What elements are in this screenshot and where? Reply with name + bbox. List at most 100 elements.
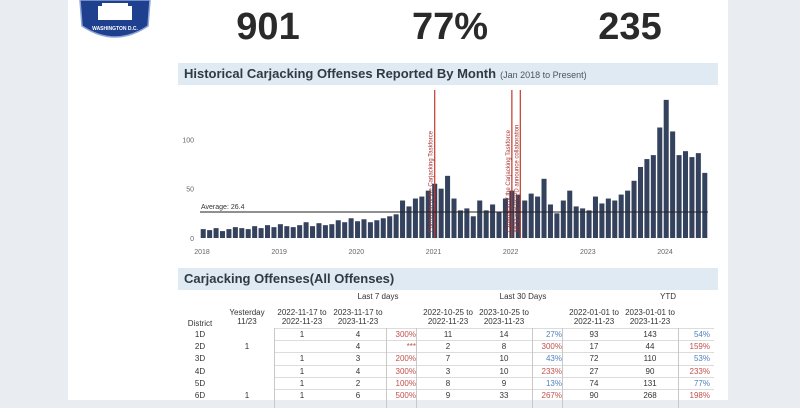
- cell-w2: ***: [406, 342, 416, 352]
- cell-w2: 300%: [395, 330, 416, 339]
- bar-month-20: [329, 224, 335, 238]
- bar-month-17: [310, 226, 316, 238]
- bar-month-15: [297, 225, 303, 238]
- bar-month-8: [252, 226, 258, 238]
- bar-month-78: [702, 172, 708, 238]
- bar-month-71: [657, 127, 663, 238]
- bar-month-61: [592, 196, 598, 238]
- bar-month-26: [367, 222, 373, 238]
- bar-month-41: [464, 208, 470, 238]
- chart-subtitle: (Jan 2018 to Present): [500, 70, 587, 80]
- bar-month-75: [682, 151, 689, 238]
- row-divider: [274, 389, 714, 390]
- x-tick-label: 2021: [426, 249, 442, 256]
- x-tick-label: 2022: [503, 249, 519, 256]
- cell-y1: 110: [643, 354, 657, 364]
- cell-m2: 27%: [545, 330, 562, 339]
- bar-month-68: [637, 166, 643, 238]
- cell-m2: 300%: [541, 342, 562, 352]
- cell-w0: [274, 341, 330, 352]
- cell-w1: 4: [355, 342, 361, 352]
- cell-district: 1D: [194, 330, 206, 339]
- cell-y2: 53%: [693, 354, 710, 364]
- bar-month-45: [490, 204, 496, 238]
- cell-w1: 4: [355, 366, 361, 376]
- bar-month-0: [200, 229, 206, 238]
- average-label: Average: 26.4: [201, 204, 245, 211]
- bar-month-14: [290, 227, 296, 238]
- cell-y0: 72: [589, 354, 599, 364]
- row-divider: [274, 364, 714, 366]
- x-tick-label: 2020: [349, 249, 365, 256]
- bar-month-23: [348, 218, 354, 238]
- x-tick-label: 2019: [271, 249, 287, 256]
- table-title-bar: Carjacking Offenses(All Offenses): [178, 268, 718, 290]
- cell-y0: 74: [589, 378, 599, 388]
- bar-month-56: [560, 200, 566, 238]
- annotation-label-0: Formation of the Carjacking Taskforce: [429, 130, 435, 232]
- cell-m1: 10: [499, 366, 509, 376]
- cell-y0: 93: [589, 330, 599, 339]
- cell-w2: 200%: [395, 354, 416, 364]
- bar-month-7: [245, 229, 251, 238]
- col-week-prev: 2022-11-17 to 2022-11-23: [277, 308, 327, 326]
- cell-y0: 90: [589, 391, 599, 400]
- bar-month-19: [322, 225, 328, 238]
- cell-y2: 233%: [689, 366, 710, 376]
- column-divider: [416, 328, 417, 408]
- cell-w0: 1: [299, 391, 305, 400]
- bar-month-34: [419, 196, 425, 238]
- cell-y0: 17: [589, 342, 599, 352]
- bar-month-42: [470, 216, 476, 238]
- bar-month-9: [258, 228, 264, 238]
- bar-month-53: [541, 178, 547, 238]
- bar-month-35: [425, 190, 431, 238]
- cell-district: 2D: [194, 342, 206, 352]
- cell-w1: 2: [355, 378, 361, 388]
- cell-y1: 131: [643, 378, 657, 388]
- cell-m1: 9: [501, 378, 507, 388]
- bar-month-55: [554, 213, 560, 238]
- cell-m2: 267%: [541, 391, 562, 400]
- cell-m2: 233%: [541, 366, 562, 376]
- group-ytd: YTD: [660, 292, 676, 301]
- chart-title: Historical Carjacking Offenses Reported …: [184, 66, 497, 81]
- bar-month-54: [547, 204, 553, 238]
- bar-month-3: [219, 231, 226, 238]
- row-divider: [274, 352, 714, 354]
- bar-month-11: [271, 227, 277, 238]
- badge-text: WASHINGTON D.C.: [92, 26, 138, 32]
- bar-month-33: [412, 198, 418, 238]
- cell-w0: 1: [299, 378, 305, 388]
- cell-w0: 1: [299, 330, 305, 339]
- kpi-value-3: 235: [598, 6, 662, 48]
- cell-y2: 54%: [693, 330, 710, 339]
- table-title: Carjacking Offenses(All Offenses): [184, 271, 395, 286]
- bar-month-38: [445, 175, 451, 238]
- bar-month-29: [387, 216, 393, 238]
- bar-month-58: [573, 206, 579, 238]
- cell-m1: 14: [499, 330, 509, 339]
- bar-month-4: [226, 229, 232, 238]
- cell-w1: 6: [355, 391, 361, 400]
- col-month-prev: 2022-10-25 to 2022-11-23: [423, 308, 473, 326]
- bar-month-22: [342, 222, 348, 238]
- cell-y1: 268: [643, 391, 657, 400]
- column-divider: [274, 328, 275, 408]
- bar-month-5: [232, 227, 238, 238]
- bar-month-39: [451, 198, 457, 238]
- bar-month-60: [586, 210, 592, 238]
- bar-month-12: [277, 224, 283, 238]
- bar-month-30: [393, 214, 399, 238]
- column-divider: [532, 328, 533, 408]
- bar-month-44: [483, 210, 489, 238]
- bar-month-50: [522, 200, 528, 238]
- cell-m1: 10: [499, 354, 509, 364]
- cell-m0: 11: [443, 330, 453, 339]
- bar-month-76: [689, 157, 695, 238]
- cell-m0: 8: [445, 378, 451, 388]
- cell-y1: 44: [645, 342, 655, 352]
- cell-m0: 2: [445, 342, 451, 352]
- cell-m0: 9: [445, 391, 451, 400]
- col-ytd-prev: 2022-01-01 to 2022-11-23: [569, 308, 619, 326]
